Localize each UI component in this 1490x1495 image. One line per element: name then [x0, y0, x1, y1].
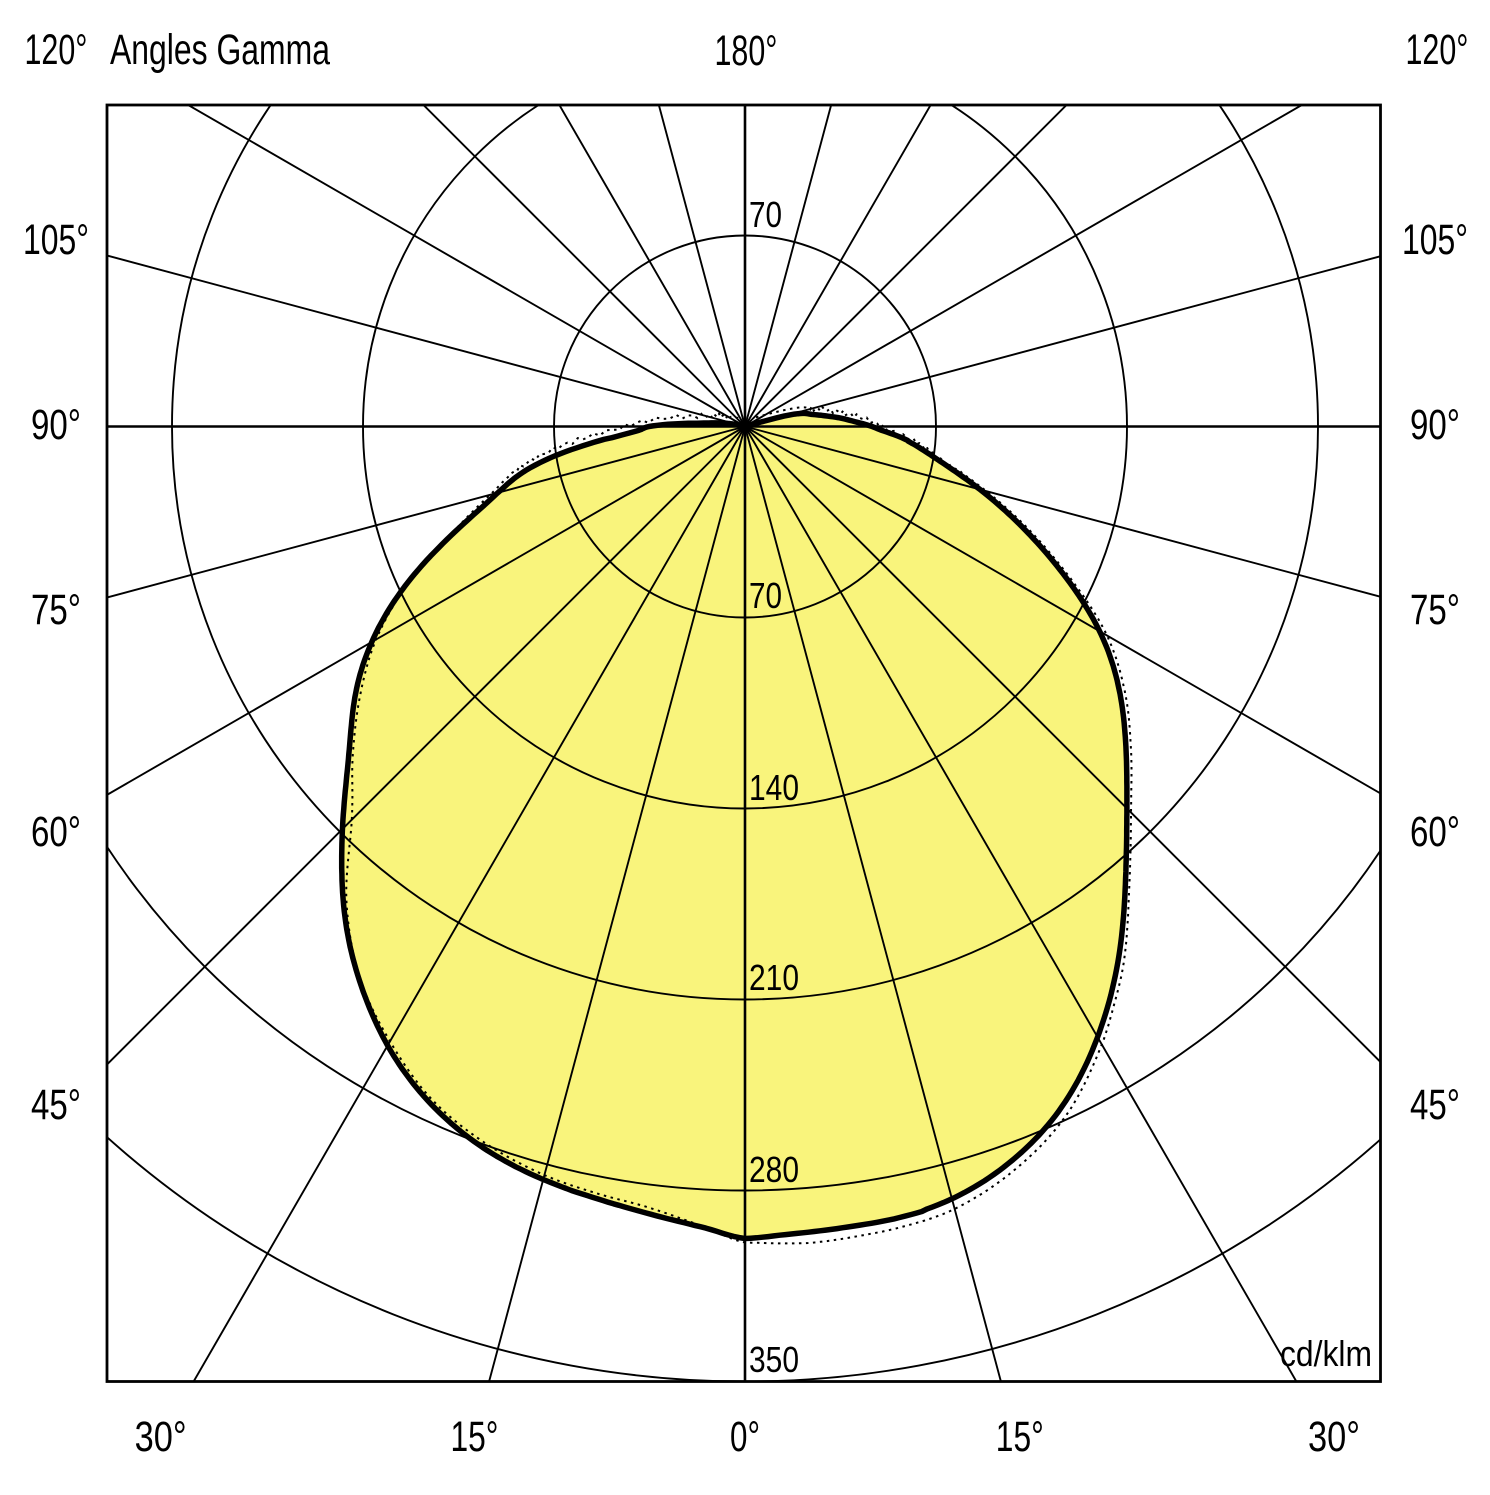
svg-text:120°: 120° [25, 26, 88, 74]
svg-text:15°: 15° [451, 1413, 499, 1461]
svg-text:30°: 30° [1308, 1413, 1360, 1461]
svg-text:30°: 30° [135, 1413, 187, 1461]
svg-text:75°: 75° [31, 586, 81, 634]
svg-text:140: 140 [749, 767, 799, 808]
svg-text:70: 70 [749, 575, 782, 616]
svg-text:15°: 15° [996, 1413, 1044, 1461]
svg-text:105°: 105° [23, 216, 89, 264]
svg-text:70: 70 [749, 194, 782, 235]
svg-text:45°: 45° [1410, 1081, 1460, 1129]
svg-text:45°: 45° [31, 1081, 81, 1129]
svg-text:75°: 75° [1410, 586, 1460, 634]
svg-text:180°: 180° [715, 27, 778, 75]
svg-text:60°: 60° [31, 808, 81, 856]
svg-text:Angles Gamma: Angles Gamma [110, 26, 330, 74]
svg-text:90°: 90° [1410, 401, 1460, 449]
svg-text:280: 280 [749, 1149, 799, 1190]
svg-text:350: 350 [749, 1339, 799, 1380]
svg-text:60°: 60° [1410, 808, 1460, 856]
svg-text:120°: 120° [1406, 26, 1469, 74]
svg-text:cd/klm: cd/klm [1280, 1333, 1372, 1374]
svg-text:210: 210 [749, 957, 799, 998]
svg-text:90°: 90° [31, 401, 81, 449]
svg-text:105°: 105° [1402, 216, 1468, 264]
svg-text:0°: 0° [730, 1413, 760, 1461]
